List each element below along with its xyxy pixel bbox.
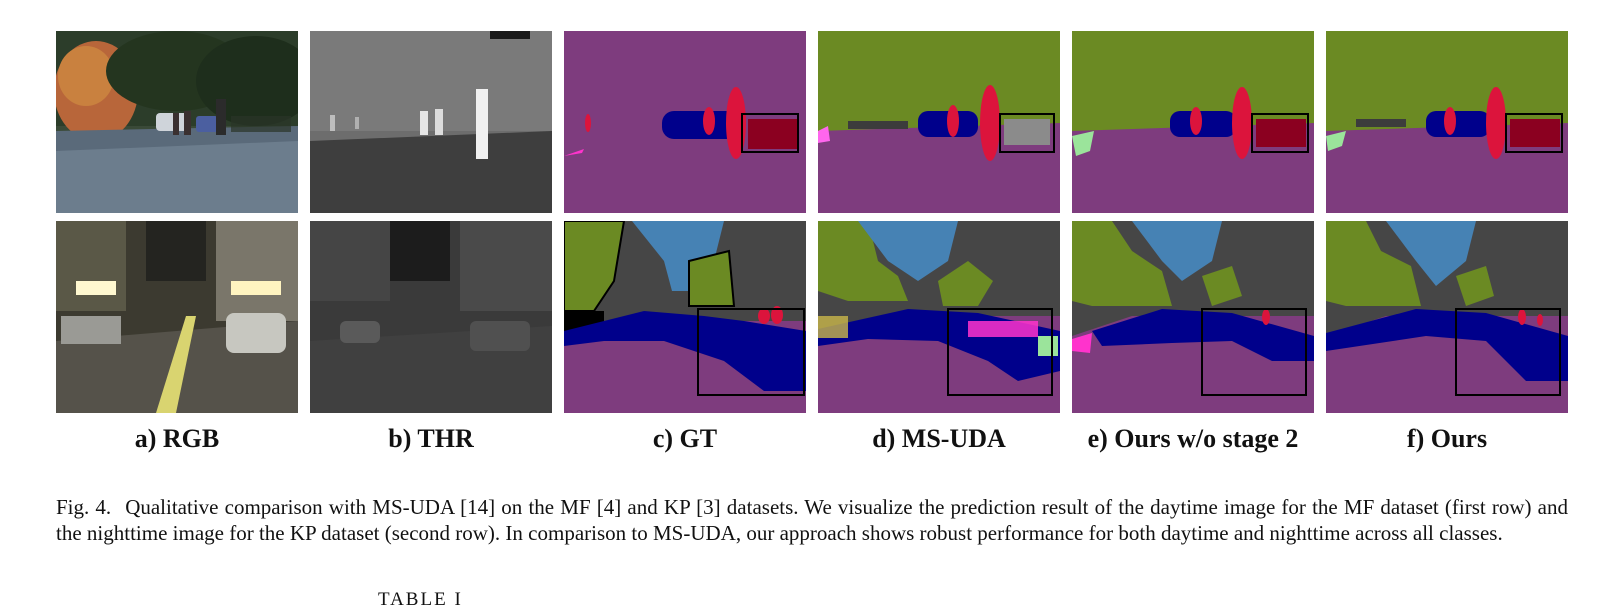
ours-wo-stage2-prediction-day (1072, 31, 1314, 213)
thermal-image-day (310, 31, 552, 213)
thermal-image-night (310, 221, 552, 413)
figure-caption: Fig. 4. Qualitative comparison with MS-UD… (56, 494, 1568, 546)
gt-segmentation-day (564, 31, 806, 213)
caption-text: Qualitative comparison with MS-UDA [14] … (56, 495, 1569, 545)
column-label-rgb: a) RGB (134, 424, 220, 453)
rgb-image-day (56, 31, 298, 213)
figure-number: Fig. 4. (56, 495, 112, 519)
table-title: TABLE I (378, 589, 463, 610)
column-label-msuda: d) MS-UDA (872, 424, 1006, 453)
column-label-gt: c) GT (652, 424, 718, 453)
ours-wo-stage2-prediction-night (1072, 221, 1314, 413)
gt-segmentation-night (564, 221, 806, 413)
column-label-ours: f) Ours (1406, 424, 1488, 453)
column-label-thr: b) THR (388, 424, 474, 453)
column-label-ours-wo: e) Ours w/o stage 2 (1087, 424, 1299, 453)
rgb-image-night (56, 221, 298, 413)
ours-prediction-day (1326, 31, 1568, 213)
msuda-prediction-night (818, 221, 1060, 413)
ours-prediction-night (1326, 221, 1568, 413)
msuda-prediction-day (818, 31, 1060, 213)
